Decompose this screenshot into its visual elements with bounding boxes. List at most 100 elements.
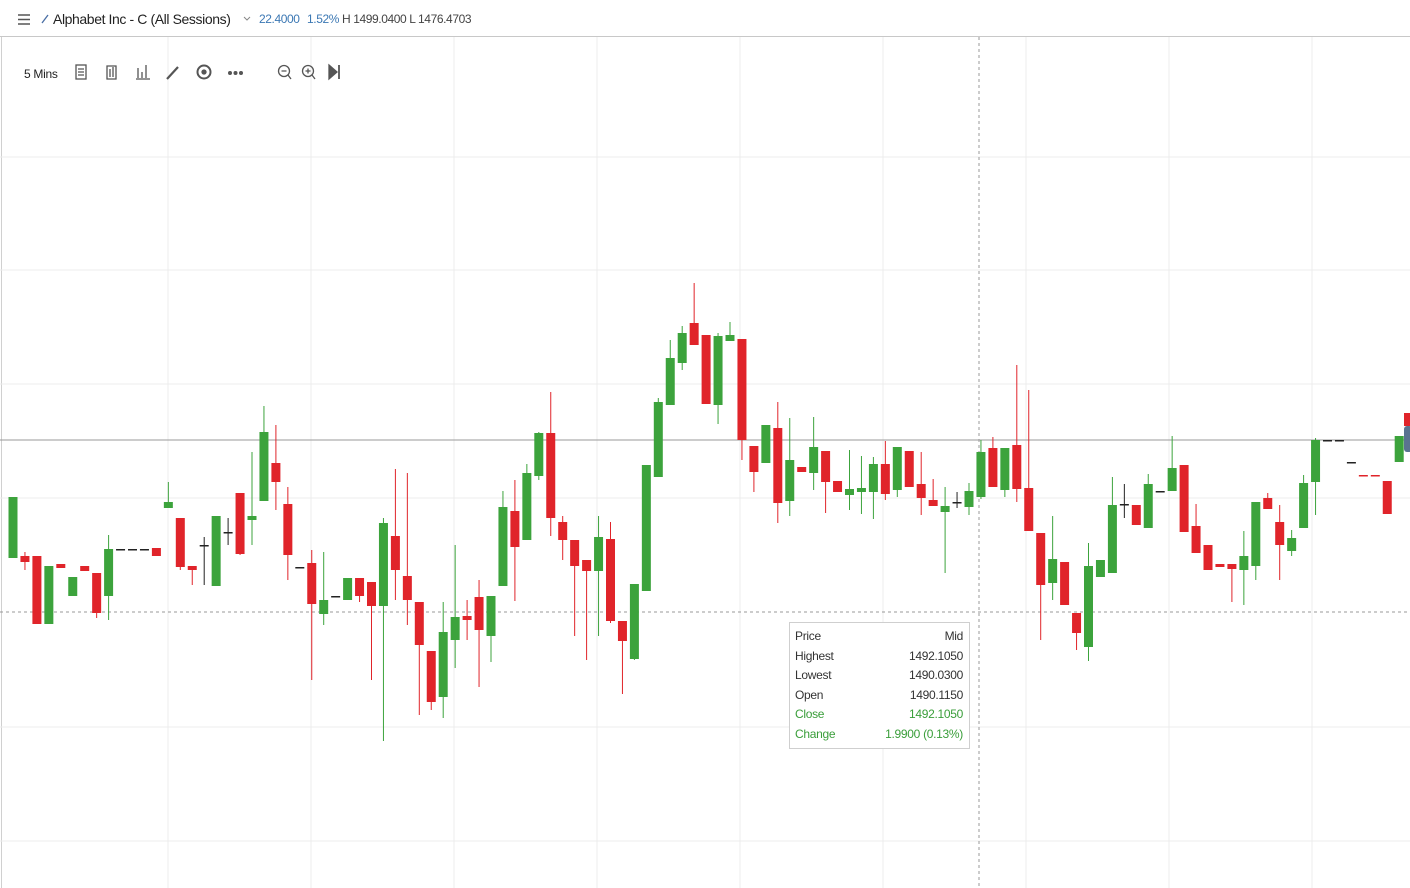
symbol[interactable]: Alphabet Inc - C (All Sessions) — [53, 11, 231, 27]
tooltip-value: 1492.1050 — [908, 707, 963, 721]
candle-body — [617, 621, 627, 641]
candle-body — [151, 548, 161, 556]
bars-icon[interactable] — [136, 65, 150, 80]
candle-body — [845, 489, 854, 495]
tooltip-label: Change — [795, 726, 836, 741]
more-icon[interactable] — [228, 71, 243, 75]
tooltip-row: Change 1.9900 (0.13%) — [795, 727, 963, 747]
candle-body — [1251, 502, 1261, 566]
price-marker-top — [1404, 413, 1410, 426]
candle-body — [259, 432, 269, 501]
draw-icon[interactable] — [166, 66, 179, 80]
candle-body — [749, 446, 759, 472]
tooltip-label: Lowest — [795, 668, 832, 682]
tooltip-row: Highest 1492.1050 — [795, 649, 963, 669]
interval[interactable]: 5 Mins — [24, 67, 58, 81]
candle-body — [606, 539, 615, 621]
tooltip-value: 1490.1150 — [909, 687, 963, 702]
candle-body — [713, 336, 723, 405]
candle-body — [868, 464, 878, 492]
candle-body — [283, 504, 293, 555]
candle-body — [1048, 559, 1058, 583]
zoom-in-icon[interactable] — [301, 64, 316, 80]
tooltip-label: Price — [795, 629, 821, 643]
tooltip-value: 1490.0300 — [908, 668, 963, 682]
candle-body — [1263, 498, 1273, 509]
candle-body — [319, 600, 329, 614]
candle-body — [629, 584, 639, 659]
candle-body — [904, 451, 914, 487]
range: H 1499.0400 L 1476.4703 — [342, 12, 472, 26]
candle-body — [8, 497, 18, 558]
scroll-end-icon[interactable] — [328, 63, 340, 81]
candle-body — [570, 540, 580, 566]
candle-body — [833, 481, 843, 492]
candle-body — [1203, 545, 1213, 570]
candle-body — [116, 549, 126, 551]
candle-body — [892, 447, 902, 490]
candle-body — [211, 516, 221, 586]
candle-body — [534, 433, 544, 476]
candle-body — [1275, 522, 1285, 545]
candle-body — [1167, 468, 1177, 491]
candle-body — [139, 549, 149, 551]
candle-body — [976, 452, 986, 497]
dropdown-icon[interactable] — [243, 16, 251, 22]
candle-body — [56, 564, 66, 568]
candle-body — [426, 651, 436, 702]
candle-body — [235, 493, 245, 554]
candle-body — [1299, 483, 1309, 528]
candle-body — [1394, 436, 1404, 462]
candle-body — [701, 335, 711, 404]
candle-body — [773, 428, 783, 503]
grid — [0, 37, 1410, 888]
candle-body — [809, 447, 819, 473]
candle-body — [725, 335, 735, 341]
menu-icon[interactable] — [18, 14, 30, 25]
candle-body — [343, 578, 353, 600]
candle-body — [1179, 465, 1189, 532]
candle-body — [307, 563, 317, 604]
indicator-icon[interactable] — [75, 64, 87, 80]
tooltip-row: Close 1492.1050 — [795, 707, 963, 727]
candle-body — [20, 556, 30, 562]
candle-body — [558, 522, 568, 540]
candle-body — [1382, 481, 1392, 514]
tooltip: Price Mid Highest 1492.1050 Lowest 1490.0300 O… — [789, 622, 970, 749]
zoom-out-icon[interactable] — [277, 64, 292, 80]
candle-body — [1072, 613, 1082, 633]
candle-body — [1024, 488, 1034, 531]
candle-body — [1084, 566, 1093, 647]
candle-body — [522, 473, 532, 540]
price-marker — [1404, 426, 1410, 452]
candle-body — [247, 516, 257, 520]
candle-body — [641, 465, 651, 591]
candle-body — [594, 537, 604, 571]
candle-body — [952, 502, 962, 504]
view-icon[interactable] — [196, 64, 212, 80]
candle-body — [797, 467, 807, 472]
candle-body — [546, 433, 556, 518]
chart-type-icon[interactable] — [106, 65, 117, 80]
candle-body — [1107, 505, 1117, 573]
candle-body — [928, 500, 938, 506]
candle-body — [880, 464, 890, 494]
candle-body — [223, 532, 233, 534]
candle-body — [474, 597, 484, 630]
toolbar-icons — [75, 63, 340, 81]
candle-body — [821, 451, 831, 482]
candle-body — [1346, 462, 1356, 464]
candle-body — [964, 491, 974, 507]
candle-body — [80, 566, 90, 571]
candle-body — [510, 511, 520, 547]
candle-body — [486, 596, 496, 636]
candle-body — [1191, 526, 1201, 553]
candle-body — [785, 460, 795, 501]
tooltip-row: Price Mid — [795, 629, 963, 649]
candle-body — [1311, 440, 1321, 482]
candle-body — [665, 358, 675, 405]
candle-body — [1000, 448, 1010, 490]
candle-body — [1239, 556, 1249, 570]
candle-body — [32, 556, 42, 624]
candle-body — [1287, 538, 1297, 551]
